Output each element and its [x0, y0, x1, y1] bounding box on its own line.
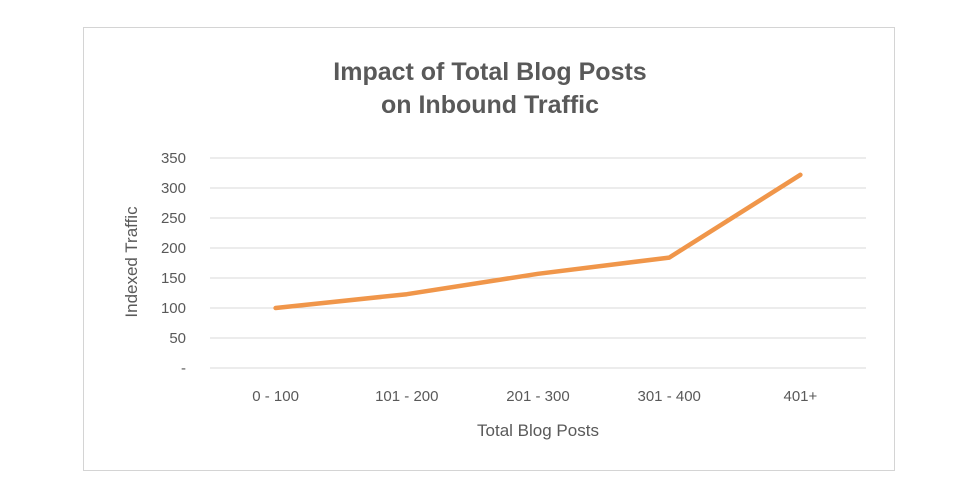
y-tick-label: 300 — [161, 180, 186, 197]
x-tick-label: 301 - 400 — [638, 388, 701, 405]
y-tick-label: 350 — [161, 150, 186, 167]
x-axis-ticks: 0 - 100 101 - 200 201 - 300 301 - 400 401+ — [252, 388, 817, 405]
y-axis-ticks: 350 300 250 200 150 100 50 - — [161, 150, 186, 377]
y-tick-label: 150 — [161, 270, 186, 287]
x-tick-label: 201 - 300 — [506, 388, 569, 405]
x-tick-label: 101 - 200 — [375, 388, 438, 405]
y-tick-label: 100 — [161, 300, 186, 317]
gridlines — [210, 157, 866, 369]
series-line — [273, 172, 803, 311]
x-tick-label: 0 - 100 — [252, 388, 299, 405]
x-axis-title: Total Blog Posts — [477, 421, 599, 440]
x-tick-label: 401+ — [784, 388, 818, 405]
series-lines — [273, 172, 803, 311]
y-tick-label: - — [181, 360, 186, 377]
y-tick-label: 50 — [169, 330, 186, 347]
y-tick-label: 250 — [161, 210, 186, 227]
chart-frame — [83, 27, 895, 471]
y-tick-label: 200 — [161, 240, 186, 257]
chart-title: Impact of Total Blog Posts on Inbound Tr… — [0, 56, 980, 122]
chart-title-line-2: on Inbound Traffic — [380, 91, 600, 119]
y-axis-title: Indexed Traffic — [122, 206, 141, 318]
chart-title-line-1: Impact of Total Blog Posts — [333, 58, 647, 86]
